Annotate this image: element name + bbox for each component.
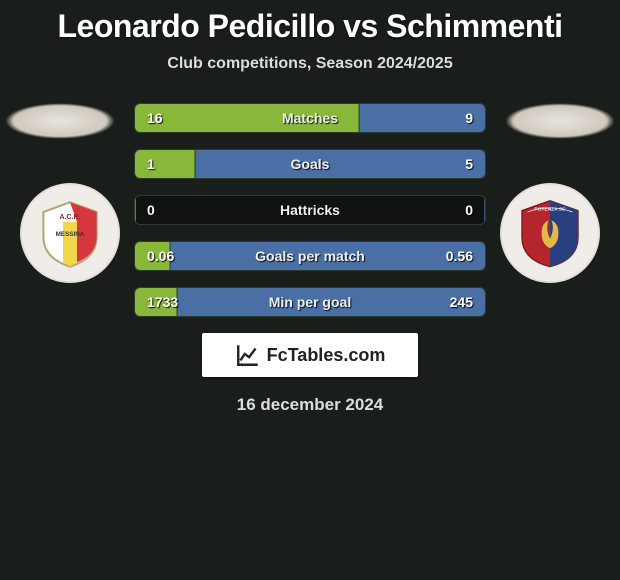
svg-text:MESSINA: MESSINA	[56, 231, 85, 238]
source-logo-text: FcTables.com	[267, 345, 386, 366]
subtitle: Club competitions, Season 2024/2025	[0, 55, 620, 73]
stat-row: 15Goals	[134, 149, 486, 179]
club-badge-left: A.C.R. MESSINA	[20, 183, 120, 283]
svg-text:POTENZA SC: POTENZA SC	[534, 207, 566, 213]
stat-value-right: 9	[453, 104, 485, 132]
svg-text:A.C.R.: A.C.R.	[60, 214, 81, 221]
messina-crest-icon: A.C.R. MESSINA	[35, 198, 105, 268]
main-area: A.C.R. MESSINA POTENZA SC 169Matches15Go…	[0, 103, 620, 415]
stat-value-right: 245	[438, 288, 485, 316]
stat-row: 1733245Min per goal	[134, 287, 486, 317]
stat-row: 0.060.56Goals per match	[134, 241, 486, 271]
comparison-infographic: Leonardo Pedicillo vs Schimmenti Club co…	[0, 0, 620, 580]
page-title: Leonardo Pedicillo vs Schimmenti	[0, 8, 620, 45]
stat-rows: 169Matches15Goals00Hattricks0.060.56Goal…	[134, 103, 486, 317]
potenza-crest-icon: POTENZA SC	[515, 198, 585, 268]
stat-label: Hattricks	[135, 196, 485, 224]
player-avatar-left	[5, 103, 115, 139]
stat-value-right: 0	[453, 196, 485, 224]
stat-value-left: 16	[135, 104, 175, 132]
stat-value-left: 1733	[135, 288, 190, 316]
stat-value-right: 0.56	[434, 242, 485, 270]
stat-value-right: 5	[453, 150, 485, 178]
stat-value-left: 0.06	[135, 242, 186, 270]
stat-row: 0 0Hattricks	[134, 195, 486, 225]
stat-value-left: 0	[135, 196, 167, 224]
stat-row: 169Matches	[134, 103, 486, 133]
source-logo-box: FcTables.com	[202, 333, 418, 377]
stat-bar-right	[195, 150, 486, 178]
club-badge-right: POTENZA SC	[500, 183, 600, 283]
chart-icon	[235, 342, 261, 368]
stat-value-left: 1	[135, 150, 167, 178]
player-avatar-right	[505, 103, 615, 139]
date-line: 16 december 2024	[0, 395, 620, 415]
